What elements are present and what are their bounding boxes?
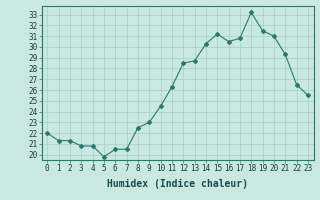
X-axis label: Humidex (Indice chaleur): Humidex (Indice chaleur) <box>107 179 248 189</box>
